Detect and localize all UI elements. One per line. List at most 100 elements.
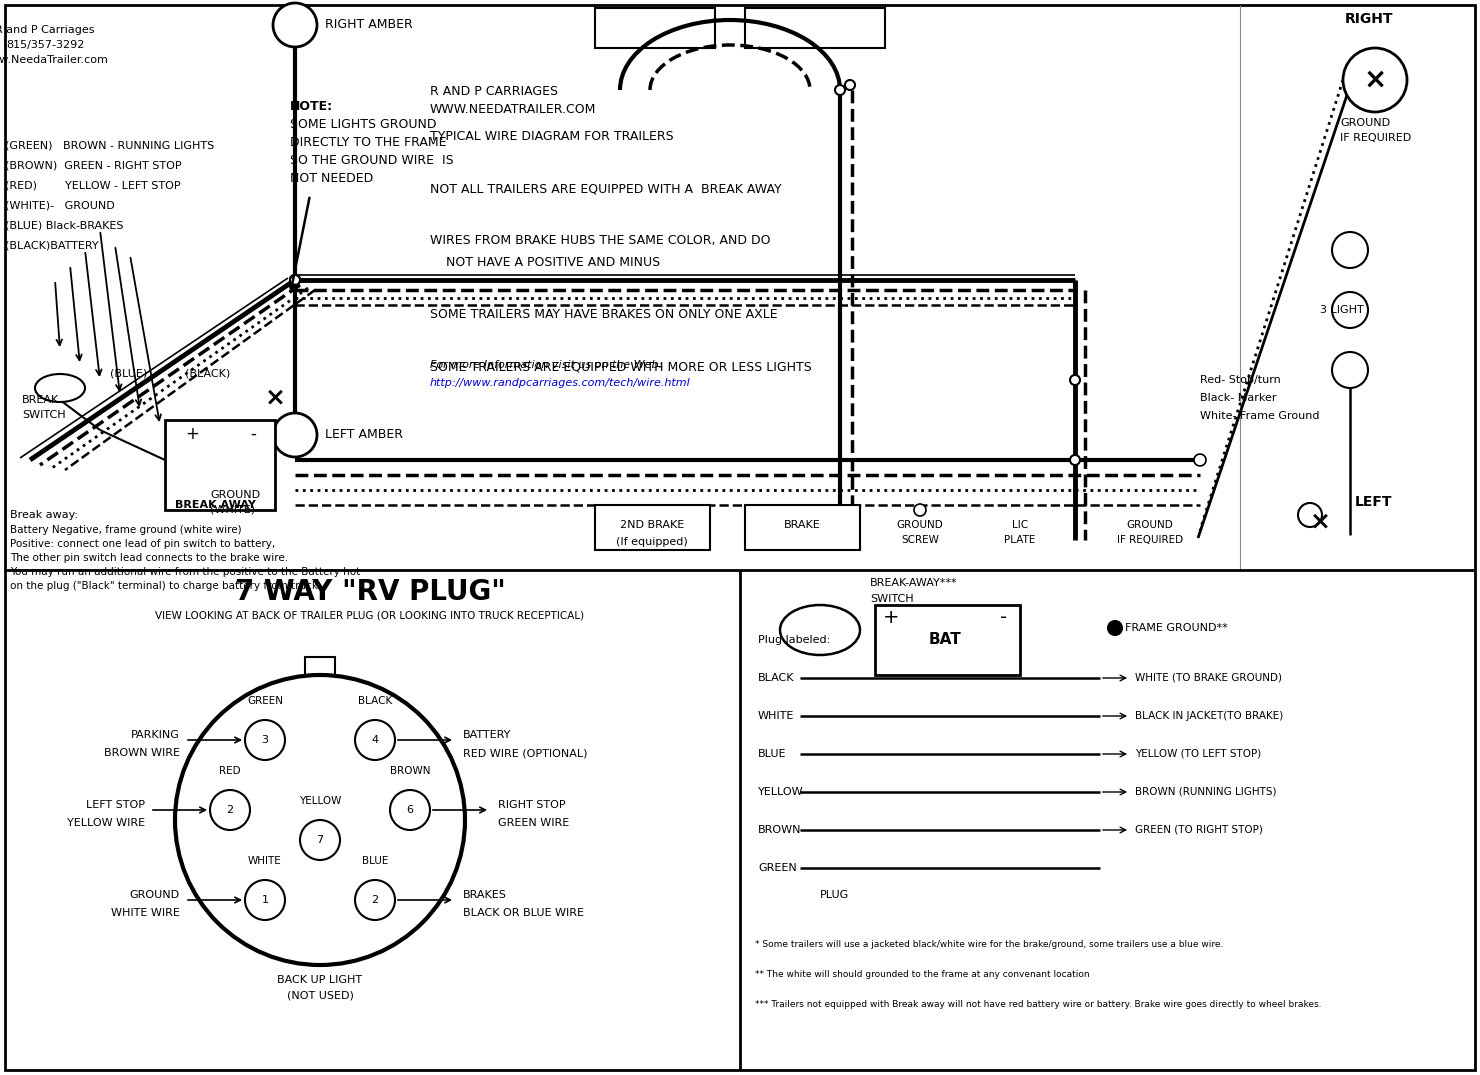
Text: WHITE (TO BRAKE GROUND): WHITE (TO BRAKE GROUND) (1135, 673, 1282, 683)
Text: GROUND: GROUND (1339, 118, 1390, 128)
Text: PARKING: PARKING (132, 730, 181, 740)
Circle shape (290, 275, 300, 285)
Text: The other pin switch lead connects to the brake wire.: The other pin switch lead connects to th… (10, 553, 289, 563)
Text: -: - (1000, 608, 1006, 627)
Bar (164, 420, 275, 510)
Text: BRAKE: BRAKE (783, 520, 820, 530)
Text: 4: 4 (371, 735, 379, 745)
Bar (875, 605, 1020, 675)
Text: 7 WAY "RV PLUG": 7 WAY "RV PLUG" (235, 578, 505, 606)
Text: GROUND: GROUND (130, 890, 181, 900)
Circle shape (1342, 48, 1407, 112)
Text: Black- Marker: Black- Marker (1200, 393, 1276, 403)
Text: (GREEN)   BROWN - RUNNING LIGHTS: (GREEN) BROWN - RUNNING LIGHTS (4, 140, 215, 150)
Text: RIGHT STOP: RIGHT STOP (497, 800, 565, 809)
Text: BROWN: BROWN (389, 766, 431, 776)
Text: SWITCH: SWITCH (22, 410, 65, 420)
Text: BAT: BAT (928, 632, 962, 647)
Circle shape (272, 3, 317, 47)
Text: (NOT USED): (NOT USED) (287, 991, 354, 1001)
Text: GREEN (TO RIGHT STOP): GREEN (TO RIGHT STOP) (1135, 825, 1262, 835)
Text: LEFT AMBER: LEFT AMBER (326, 429, 403, 442)
Text: BACK UP LIGHT: BACK UP LIGHT (277, 975, 363, 985)
Text: SO THE GROUND WIRE  IS: SO THE GROUND WIRE IS (290, 154, 454, 167)
Text: FRAME GROUND**: FRAME GROUND** (1125, 624, 1228, 633)
Text: RED: RED (219, 766, 241, 776)
Circle shape (1298, 503, 1322, 527)
Text: http://www.randpcarriages.com/tech/wire.html: http://www.randpcarriages.com/tech/wire.… (431, 378, 691, 388)
Text: BATTERY: BATTERY (463, 730, 512, 740)
Text: Plug labeled:: Plug labeled: (758, 635, 830, 645)
Text: BLUE: BLUE (361, 856, 388, 866)
Bar (744, 505, 860, 550)
Circle shape (300, 820, 340, 860)
Text: BLACK OR BLUE WIRE: BLACK OR BLUE WIRE (463, 908, 585, 918)
Text: BROWN WIRE: BROWN WIRE (104, 748, 181, 758)
Text: IF REQUIRED: IF REQUIRED (1339, 133, 1412, 143)
Text: * Some trailers will use a jacketed black/white wire for the brake/ground, some : * Some trailers will use a jacketed blac… (755, 940, 1224, 949)
Text: YELLOW: YELLOW (299, 796, 342, 806)
Bar (595, 505, 710, 550)
Text: BREAK AWAY: BREAK AWAY (175, 500, 256, 510)
Text: +: + (185, 425, 198, 443)
Text: WHITE: WHITE (758, 711, 795, 721)
Text: SWITCH: SWITCH (870, 594, 913, 604)
Text: NOT ALL TRAILERS ARE EQUIPPED WITH A  BREAK AWAY: NOT ALL TRAILERS ARE EQUIPPED WITH A BRE… (431, 182, 781, 195)
Text: SOME TRAILERS ARE EQUIPPED WITH MORE OR LESS LIGHTS: SOME TRAILERS ARE EQUIPPED WITH MORE OR … (431, 360, 811, 373)
Text: 6: 6 (407, 805, 413, 815)
Circle shape (355, 720, 395, 760)
Circle shape (1109, 621, 1122, 635)
Text: BRAKES: BRAKES (463, 890, 506, 900)
Text: BROWN: BROWN (758, 825, 802, 835)
Text: LEFT STOP: LEFT STOP (86, 800, 145, 809)
Circle shape (290, 275, 300, 285)
Text: 7: 7 (317, 835, 324, 845)
Text: -: - (250, 425, 256, 443)
Circle shape (272, 413, 317, 457)
Text: VIEW LOOKING AT BACK OF TRAILER PLUG (OR LOOKING INTO TRUCK RECEPTICAL): VIEW LOOKING AT BACK OF TRAILER PLUG (OR… (155, 610, 585, 620)
Text: www.NeedaTrailer.com: www.NeedaTrailer.com (0, 55, 108, 64)
Text: BLACK: BLACK (358, 696, 392, 706)
Text: (BLACK)BATTERY: (BLACK)BATTERY (4, 240, 99, 250)
Circle shape (246, 720, 286, 760)
Text: WHITE: WHITE (249, 856, 281, 866)
Text: TYPICAL WIRE DIAGRAM FOR TRAILERS: TYPICAL WIRE DIAGRAM FOR TRAILERS (431, 130, 673, 143)
Text: 2: 2 (226, 805, 234, 815)
Circle shape (845, 80, 855, 90)
Circle shape (1332, 292, 1368, 328)
Text: YELLOW: YELLOW (758, 787, 804, 797)
Text: on the plug ("Black" terminal) to charge battery from truck.: on the plug ("Black" terminal) to charge… (10, 580, 321, 591)
Text: (If equipped): (If equipped) (616, 538, 688, 547)
Text: *** Trailers not equipped with Break away will not have red battery wire or batt: *** Trailers not equipped with Break awa… (755, 1000, 1322, 1009)
Text: GREEN: GREEN (758, 863, 796, 873)
Circle shape (391, 790, 431, 830)
Text: NOT NEEDED: NOT NEEDED (290, 172, 373, 185)
Text: LIC: LIC (1012, 520, 1029, 530)
Bar (595, 8, 715, 48)
Circle shape (835, 85, 845, 95)
Text: (WHITE): (WHITE) (210, 505, 255, 515)
Text: WHITE WIRE: WHITE WIRE (111, 908, 181, 918)
Text: YELLOW WIRE: YELLOW WIRE (67, 818, 145, 828)
Text: (BLUE): (BLUE) (110, 368, 147, 378)
Text: (RED)        YELLOW - LEFT STOP: (RED) YELLOW - LEFT STOP (4, 180, 181, 190)
Text: 2ND BRAKE: 2ND BRAKE (620, 520, 684, 530)
Text: WIRES FROM BRAKE HUBS THE SAME COLOR, AND DO: WIRES FROM BRAKE HUBS THE SAME COLOR, AN… (431, 234, 771, 247)
Text: BLACK: BLACK (758, 673, 795, 683)
Text: GREEN WIRE: GREEN WIRE (497, 818, 570, 828)
Text: ** The white will should grounded to the frame at any convenant location: ** The white will should grounded to the… (755, 970, 1089, 979)
Text: 3: 3 (262, 735, 268, 745)
Text: NOTE:: NOTE: (290, 100, 333, 113)
Circle shape (290, 275, 300, 285)
Circle shape (355, 880, 395, 920)
Circle shape (1070, 455, 1080, 465)
Text: YELLOW (TO LEFT STOP): YELLOW (TO LEFT STOP) (1135, 749, 1261, 759)
Text: (BLUE) Black-BRAKES: (BLUE) Black-BRAKES (4, 220, 123, 230)
Text: GROUND: GROUND (1126, 520, 1174, 530)
Text: ×: × (1363, 66, 1387, 94)
Ellipse shape (36, 374, 84, 402)
Text: RIGHT AMBER: RIGHT AMBER (326, 18, 413, 31)
Text: 1: 1 (262, 895, 268, 905)
Circle shape (1332, 352, 1368, 388)
Ellipse shape (780, 605, 860, 655)
